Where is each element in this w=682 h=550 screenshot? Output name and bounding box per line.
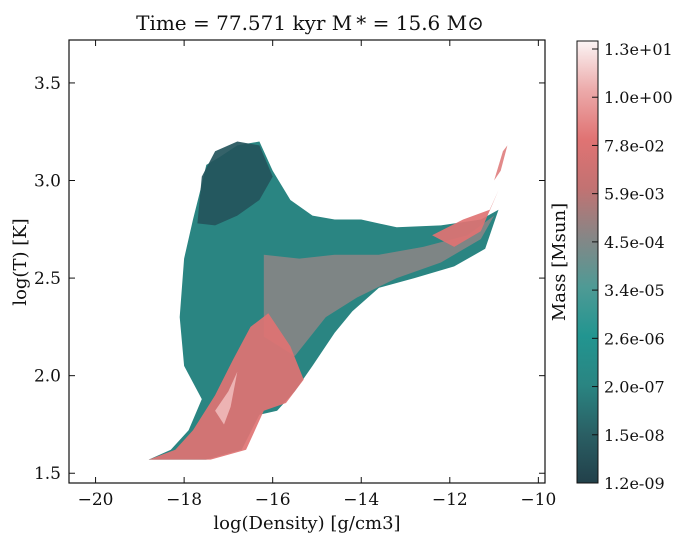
axes: −20 −18 −16 −14 −12 −10 1.5 2.0 2.5 3.0 3.5 [34, 40, 556, 510]
colorbar: 1.2e-09 1.5e-08 2.0e-07 2.6e-06 3.4e-05 4.5e-… [576, 40, 673, 493]
plot-frame [68, 39, 546, 484]
y-tick-label: 2.5 [34, 269, 61, 289]
heatmap-region-hot-tip [494, 145, 508, 181]
colorbar-tick-label: 4.5e-04 [604, 233, 665, 252]
colorbar-tick-label: 3.4e-05 [604, 281, 665, 300]
colorbar-tick-label: 1.0e+00 [604, 88, 673, 107]
heatmap-region-high-mass-tail [432, 190, 499, 247]
colorbar-tick-label: 2.0e-07 [604, 378, 665, 397]
y-tick-label: 3.5 [34, 74, 61, 94]
x-tick-label: −14 [343, 490, 379, 510]
colorbar-label: Mass [Msun] [549, 203, 570, 321]
heatmap-region-high-mass-ridge [148, 313, 304, 460]
colorbar-tick-label: 2.6e-06 [604, 329, 665, 348]
y-tick-label: 3.0 [34, 172, 61, 192]
y-axis-label: log(T) [K] [10, 218, 31, 305]
colorbar-gradient [576, 40, 599, 484]
heatmap-region-peak-mass [215, 371, 238, 425]
y-tick-label: 2.0 [34, 367, 61, 387]
x-tick-label: −18 [166, 490, 202, 510]
heatmap-region-dense-upper-core [197, 141, 273, 226]
x-tick-label: −16 [255, 490, 291, 510]
x-tick-label: −20 [78, 490, 114, 510]
heatmap-region-warm-ridge [263, 215, 495, 357]
colorbar-tick-label: 1.5e-08 [604, 426, 665, 445]
colorbar-tick-label: 5.9e-03 [604, 185, 665, 204]
x-axis-label: log(Density) [g/cm3] [213, 513, 400, 534]
y-tick-label: 1.5 [34, 464, 61, 484]
colorbar-tick-label: 7.8e-02 [604, 136, 665, 155]
chart-title: Time = 77.571 kyr M * = 15.6 M⊙ [136, 11, 484, 35]
x-tick-label: −10 [520, 490, 556, 510]
plot-area [148, 141, 508, 460]
colorbar-tick-label: 1.3e+01 [604, 40, 673, 59]
colorbar-tick-label: 1.2e-09 [604, 474, 665, 493]
x-tick-label: −12 [432, 490, 468, 510]
